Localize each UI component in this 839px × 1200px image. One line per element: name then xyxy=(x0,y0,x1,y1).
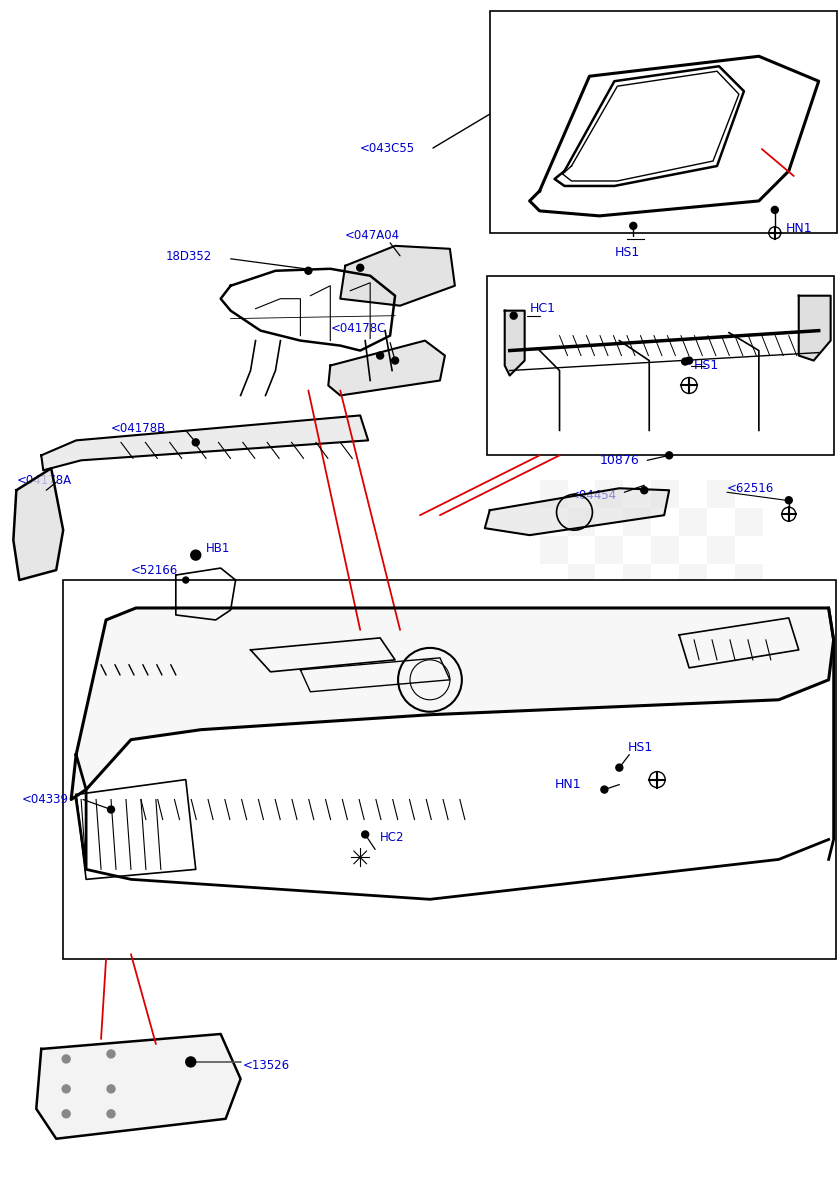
Polygon shape xyxy=(71,608,834,799)
Polygon shape xyxy=(41,415,368,470)
Circle shape xyxy=(392,358,399,364)
Circle shape xyxy=(185,1057,195,1067)
Circle shape xyxy=(62,1055,70,1063)
Text: HN1: HN1 xyxy=(786,222,812,235)
Text: <04178A: <04178A xyxy=(16,474,71,487)
Text: HB1: HB1 xyxy=(206,541,230,554)
Polygon shape xyxy=(505,311,524,376)
Bar xyxy=(707,536,735,564)
Circle shape xyxy=(665,452,673,458)
Text: <52166: <52166 xyxy=(131,564,178,576)
Text: <04339: <04339 xyxy=(21,793,68,806)
Text: Scuderia: Scuderia xyxy=(116,587,445,653)
Bar xyxy=(539,480,567,509)
Text: <043C55: <043C55 xyxy=(360,142,415,155)
Polygon shape xyxy=(36,1034,241,1139)
Bar xyxy=(651,536,679,564)
Circle shape xyxy=(107,806,114,814)
Bar xyxy=(707,480,735,509)
Bar xyxy=(567,564,596,592)
Circle shape xyxy=(305,268,312,275)
Circle shape xyxy=(616,764,623,772)
Bar xyxy=(490,11,836,233)
Circle shape xyxy=(362,830,368,838)
Circle shape xyxy=(62,1110,70,1117)
Bar xyxy=(651,592,679,620)
Circle shape xyxy=(183,577,189,583)
Text: <04454: <04454 xyxy=(570,488,617,502)
Bar xyxy=(63,580,836,959)
Text: 18D352: 18D352 xyxy=(166,251,212,263)
Bar xyxy=(623,509,651,536)
Text: HS1: HS1 xyxy=(614,246,639,259)
Text: <047A04: <047A04 xyxy=(345,229,400,242)
Circle shape xyxy=(510,312,517,319)
Circle shape xyxy=(377,352,383,359)
Polygon shape xyxy=(485,488,670,535)
Bar xyxy=(487,276,834,455)
Polygon shape xyxy=(328,341,445,396)
Circle shape xyxy=(192,439,199,446)
Bar xyxy=(735,509,763,536)
Circle shape xyxy=(107,1050,115,1058)
Bar xyxy=(679,509,707,536)
Circle shape xyxy=(681,358,689,365)
Circle shape xyxy=(601,786,608,793)
Text: HN1: HN1 xyxy=(555,778,581,791)
Circle shape xyxy=(685,358,692,364)
Circle shape xyxy=(62,1085,70,1093)
Text: HS1: HS1 xyxy=(628,742,653,754)
Polygon shape xyxy=(13,468,63,580)
Text: <62516: <62516 xyxy=(727,481,774,494)
Bar xyxy=(596,480,623,509)
Bar xyxy=(567,509,596,536)
Circle shape xyxy=(785,497,792,504)
Circle shape xyxy=(771,206,779,214)
Bar xyxy=(539,536,567,564)
Text: <04178B: <04178B xyxy=(111,422,166,434)
Circle shape xyxy=(641,487,648,493)
Bar xyxy=(539,592,567,620)
Polygon shape xyxy=(341,246,455,306)
Text: HS1: HS1 xyxy=(694,359,719,372)
Circle shape xyxy=(190,550,201,560)
Bar xyxy=(707,592,735,620)
Text: car parts: car parts xyxy=(116,653,397,707)
Text: 10876: 10876 xyxy=(599,454,639,467)
Text: HC2: HC2 xyxy=(380,830,404,844)
Text: <13526: <13526 xyxy=(242,1060,289,1073)
Bar xyxy=(651,480,679,509)
Polygon shape xyxy=(799,295,831,360)
Circle shape xyxy=(107,1110,115,1117)
Bar xyxy=(735,564,763,592)
Text: HC1: HC1 xyxy=(529,302,555,316)
Bar xyxy=(679,564,707,592)
Bar xyxy=(623,564,651,592)
Circle shape xyxy=(107,1085,115,1093)
Text: <04178C: <04178C xyxy=(331,322,386,335)
Bar xyxy=(596,536,623,564)
Circle shape xyxy=(630,222,637,229)
Circle shape xyxy=(357,264,363,271)
Bar xyxy=(596,592,623,620)
